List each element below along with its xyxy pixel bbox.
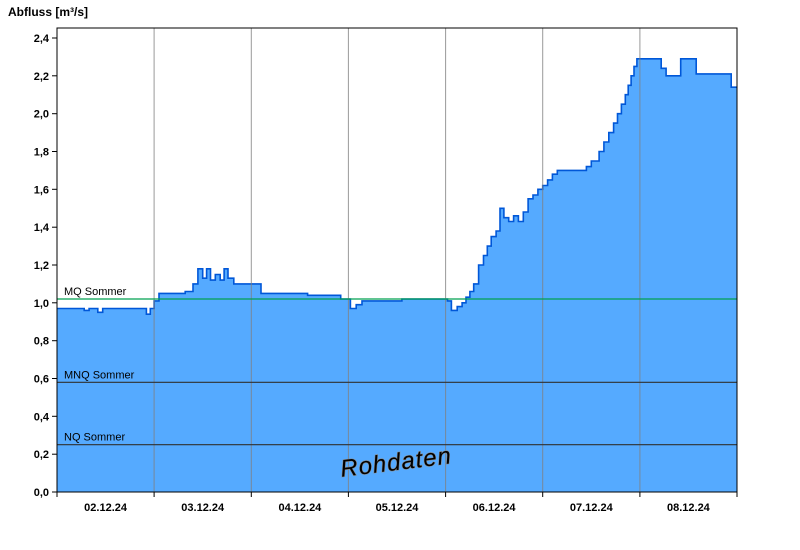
- y-tick-label: 2,0: [34, 109, 49, 121]
- y-tick-label: 1,8: [34, 147, 49, 159]
- y-tick-label: 0,6: [34, 374, 49, 386]
- y-tick-label: 2,2: [34, 71, 49, 83]
- x-tick-label: 05.12.24: [376, 502, 420, 514]
- x-tick-label: 04.12.24: [278, 502, 322, 514]
- y-tick-label: 0,2: [34, 449, 49, 461]
- y-tick-label: 0,4: [34, 411, 50, 423]
- x-tick-label: 03.12.24: [181, 502, 225, 514]
- y-tick-label: 1,4: [34, 222, 50, 234]
- x-tick-label: 02.12.24: [84, 502, 128, 514]
- chart-title: Abfluss [m³/s]: [8, 5, 89, 19]
- x-tick-label: 08.12.24: [667, 502, 711, 514]
- y-tick-label: 1,2: [34, 260, 49, 272]
- y-tick-label: 1,6: [34, 184, 49, 196]
- y-tick-label: 0,0: [34, 487, 49, 499]
- discharge-area-fill: [57, 58, 737, 493]
- y-tick-label: 0,8: [34, 336, 49, 348]
- plot-border: [56, 27, 738, 493]
- reference-line-label: NQ Sommer: [64, 432, 125, 444]
- x-tick-label: 07.12.24: [570, 502, 614, 514]
- reference-line-label: MQ Sommer: [64, 286, 127, 298]
- reference-line-label: MNQ Sommer: [64, 369, 135, 381]
- y-tick-label: 1,0: [34, 298, 49, 310]
- discharge-area-outline: [57, 58, 737, 315]
- x-tick-label: 06.12.24: [473, 502, 517, 514]
- y-tick-label: 2,4: [34, 33, 50, 45]
